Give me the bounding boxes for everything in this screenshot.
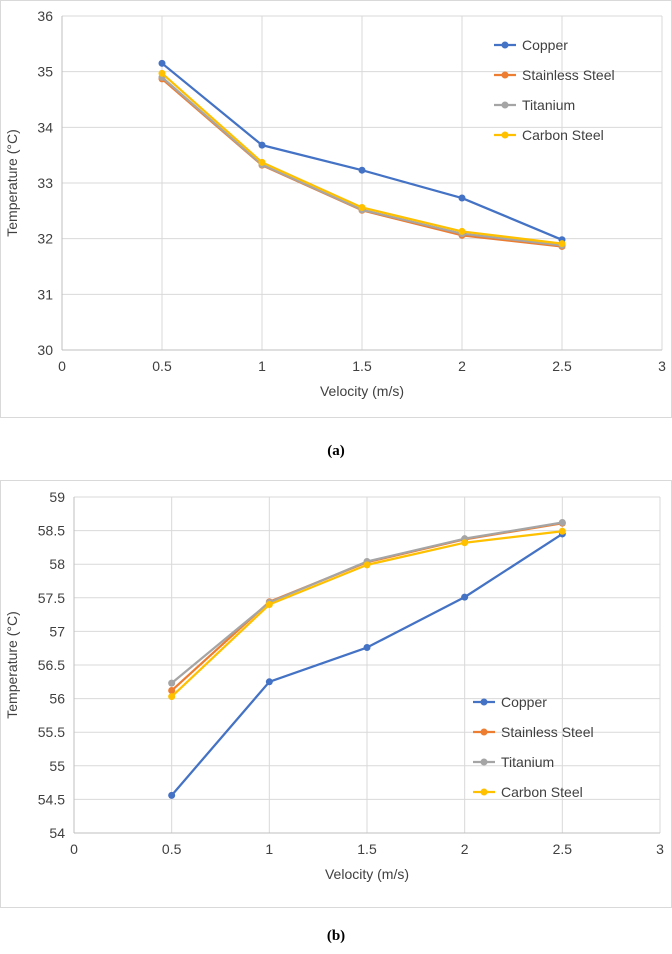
caption-b: (b): [326, 928, 346, 944]
chart-a-legend-label-3: Carbon Steel: [522, 127, 604, 143]
chart-b-xtick-label-2: 1: [265, 841, 273, 857]
chart-b-point-2-0: [168, 679, 176, 687]
chart-a: 0 0.5 1 1.5 2 2.5 3 30 31 32 33 34 35 36 Velocity (m/s…: [0, 0, 672, 418]
chart-b-ytick-label-5: 56.5: [38, 657, 65, 673]
chart-a-point-0-3: [458, 194, 466, 202]
chart-a-point-3-4: [558, 240, 566, 248]
chart-a-ytick-label-2: 32: [37, 231, 53, 247]
chart-b-legend-item-1: Stainless Steel: [473, 724, 594, 740]
chart-a-series-3: [158, 69, 566, 248]
chart-a-legend-marker-1: [501, 71, 509, 79]
chart-a-legend-item-3: Carbon Steel: [494, 127, 604, 143]
chart-b-ytick-label-6: 57: [49, 623, 65, 639]
chart-a-legend-marker-3: [501, 131, 509, 139]
chart-b-legend-marker-0: [480, 698, 488, 706]
chart-b-ytick-label-2: 55: [49, 758, 65, 774]
chart-a-point-0-2: [358, 166, 366, 174]
chart-a-point-3-2: [358, 203, 366, 211]
chart-b-xtick-label-4: 2: [461, 841, 469, 857]
chart-a-legend-marker-0: [501, 41, 509, 49]
chart-b-ytick-label-7: 57.5: [38, 590, 65, 606]
chart-b-point-1-0: [168, 687, 176, 695]
chart-a-xlabel: Velocity (m/s): [320, 383, 404, 399]
chart-b-legend-marker-2: [480, 758, 488, 766]
chart-a-point-3-0: [158, 69, 166, 77]
chart-a-ytick-label-3: 33: [37, 175, 53, 191]
chart-b-point-0-0: [168, 791, 176, 799]
chart-b-legend-label-0: Copper: [501, 694, 547, 710]
chart-b-legend-marker-3: [480, 788, 488, 796]
chart-a-ytick-label-6: 36: [37, 8, 53, 24]
chart-b-ytick-label-3: 55.5: [38, 724, 65, 740]
chart-a-ylabel: Temperature (°C): [4, 129, 20, 237]
chart-b-point-3-3: [461, 539, 469, 547]
chart-a-series-0: [158, 59, 566, 244]
chart-b-ytick-label-10: 59: [49, 489, 65, 505]
chart-b-ylabel: Temperature (°C): [4, 611, 20, 719]
chart-b-point-3-2: [363, 561, 371, 569]
chart-b-point-0-3: [461, 593, 469, 601]
chart-a-legend-item-0: Copper: [494, 37, 568, 53]
chart-b-point-3-0: [168, 693, 176, 701]
chart-a-ytick-label-5: 35: [37, 64, 53, 80]
chart-b-point-2-4: [558, 519, 566, 527]
chart-b-xtick-label-1: 0.5: [162, 841, 182, 857]
chart-b-series-3: [168, 527, 566, 701]
chart-a-ytick-label-0: 30: [37, 342, 53, 358]
chart-b-xlabel: Velocity (m/s): [325, 866, 409, 882]
chart-a-xtick-label-0: 0: [58, 358, 66, 374]
chart-a-xtick-label-1: 0.5: [152, 358, 172, 374]
chart-b-svg: 0 0.5 1 1.5 2 2.5 3 54 54.5 55 55.5 56 56.5 57 57.5 58 5…: [4, 489, 664, 882]
chart-b-legend: Copper Stainless Steel Titanium Carbon Stee…: [473, 694, 594, 800]
chart-b-legend-item-3: Carbon Steel: [473, 784, 583, 800]
chart-b-ytick-label-4: 56: [49, 691, 65, 707]
chart-b-grid: [73, 496, 661, 834]
chart-a-xtick-label-4: 2: [458, 358, 466, 374]
chart-a-xtick-label-2: 1: [258, 358, 266, 374]
chart-b-legend-marker-1: [480, 728, 488, 736]
chart-a-legend-marker-2: [501, 101, 509, 109]
chart-a-legend-label-0: Copper: [522, 37, 568, 53]
chart-a-point-3-1: [258, 158, 266, 166]
chart-a-ytick-label-1: 31: [37, 286, 53, 302]
chart-a-xtick-label-3: 1.5: [352, 358, 372, 374]
chart-a-legend-item-1: Stainless Steel: [494, 67, 615, 83]
chart-b-point-3-4: [558, 527, 566, 535]
chart-a-legend-label-2: Titanium: [522, 97, 575, 113]
chart-b-legend-label-2: Titanium: [501, 754, 554, 770]
chart-a-point-0-1: [258, 141, 266, 149]
chart-b-xtick-label-6: 3: [656, 841, 664, 857]
chart-a-legend-item-2: Titanium: [494, 97, 575, 113]
chart-b-legend-label-3: Carbon Steel: [501, 784, 583, 800]
chart-b-legend-label-1: Stainless Steel: [501, 724, 594, 740]
chart-b: 0 0.5 1 1.5 2 2.5 3 54 54.5 55 55.5 56 56.5 57 57.5 58 5…: [0, 480, 672, 908]
chart-a-legend-label-1: Stainless Steel: [522, 67, 615, 83]
chart-b-ytick-label-0: 54: [49, 825, 65, 841]
chart-b-ytick-label-9: 58.5: [38, 523, 65, 539]
chart-b-ytick-label-1: 54.5: [38, 791, 65, 807]
chart-a-point-0-0: [158, 59, 166, 67]
chart-a-xtick-label-6: 3: [658, 358, 666, 374]
chart-a-xtick-label-5: 2.5: [552, 358, 572, 374]
chart-a-ytick-label-4: 34: [37, 119, 53, 135]
chart-b-xtick-label-0: 0: [70, 841, 78, 857]
chart-a-svg: 0 0.5 1 1.5 2 2.5 3 30 31 32 33 34 35 36 Velocity (m/s…: [4, 8, 666, 399]
chart-b-ytick-label-8: 58: [49, 556, 65, 572]
chart-b-xtick-label-5: 2.5: [553, 841, 573, 857]
chart-b-legend-item-0: Copper: [473, 694, 547, 710]
chart-a-point-3-3: [458, 227, 466, 235]
chart-a-legend: Copper Stainless Steel Titanium Carbon Stee…: [494, 37, 615, 143]
chart-b-xtick-label-3: 1.5: [357, 841, 377, 857]
caption-a: (a): [327, 443, 345, 459]
chart-b-point-3-1: [265, 601, 273, 609]
chart-b-series-0: [168, 530, 566, 799]
chart-b-point-0-1: [265, 678, 273, 686]
chart-b-legend-item-2: Titanium: [473, 754, 554, 770]
chart-b-point-0-2: [363, 644, 371, 652]
